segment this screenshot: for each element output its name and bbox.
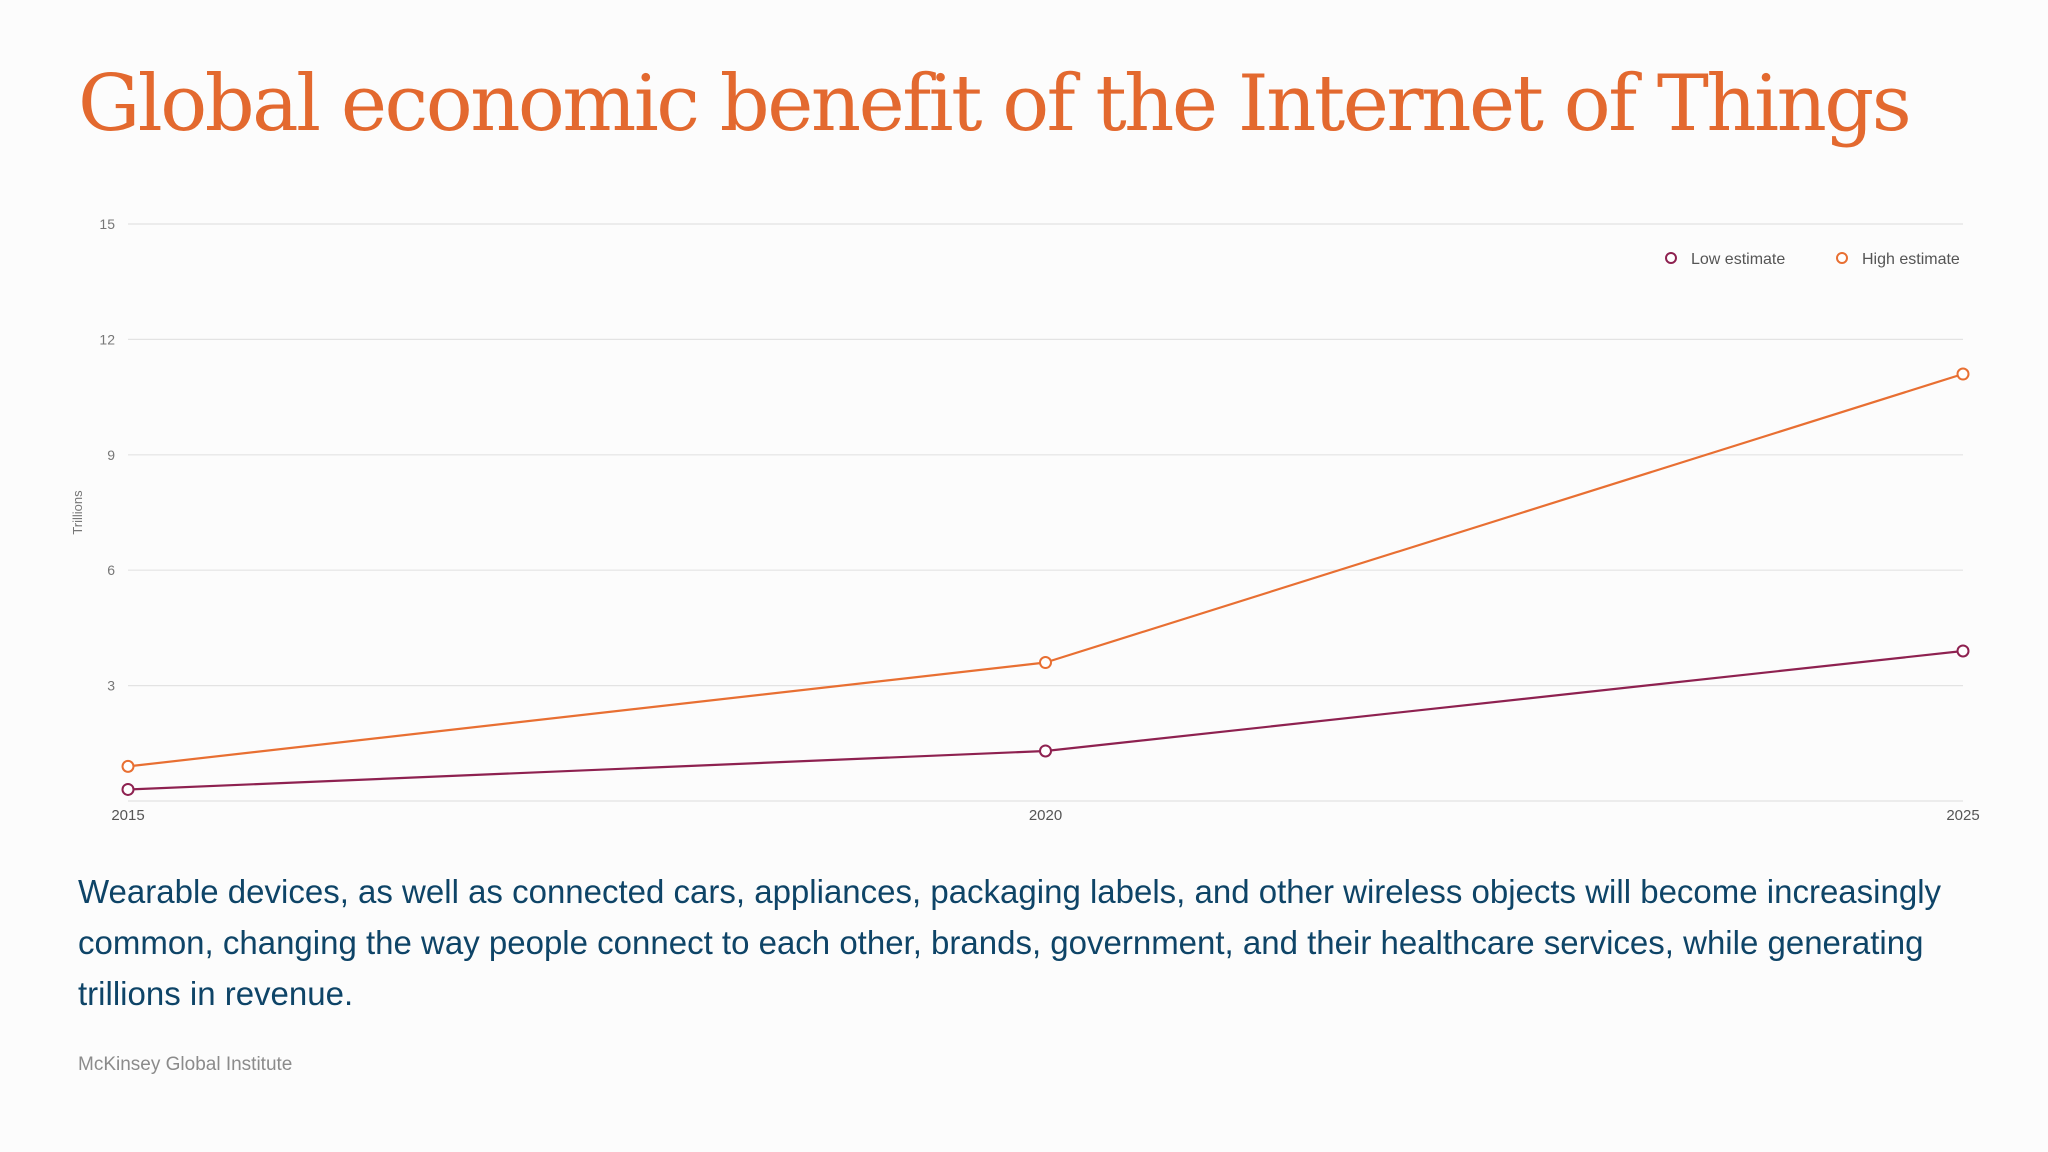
data-point[interactable] — [1039, 744, 1052, 758]
y-axis-label: Trillions — [70, 490, 85, 535]
y-tick-label: 3 — [107, 678, 115, 694]
y-tick-label: 9 — [107, 447, 115, 463]
legend-marker-icon — [1665, 252, 1677, 264]
legend-item-0[interactable]: Low estimate — [1665, 251, 1785, 268]
data-point[interactable] — [1956, 367, 1970, 381]
source-credit: McKinsey Global Institute — [78, 1054, 293, 1075]
chart-title: Global economic benefit of the Internet … — [78, 59, 1912, 149]
legend-item-1[interactable]: High estimate — [1836, 251, 1960, 268]
axes: Trillions 3 6 9 12 15 2015 2020 2025 — [70, 216, 1980, 824]
x-tick-label: 2020 — [1029, 807, 1062, 824]
data-point[interactable] — [1039, 656, 1052, 670]
series-line-0 — [127, 649, 1964, 791]
y-tick-label: 15 — [99, 216, 115, 232]
legend-marker-icon — [1836, 252, 1848, 264]
y-tick-label: 12 — [99, 331, 115, 347]
legend-label: High estimate — [1862, 251, 1960, 268]
x-tick-label: 2025 — [1946, 807, 1979, 824]
data-point[interactable] — [1956, 644, 1970, 658]
chart-description: Wearable devices, as well as connected c… — [78, 873, 1942, 1012]
data-point[interactable] — [121, 759, 135, 773]
gridlines — [128, 223, 1963, 802]
x-tick-label: 2015 — [111, 807, 144, 824]
series — [121, 367, 1970, 796]
data-point[interactable] — [121, 782, 135, 796]
legend[interactable]: Low estimate High estimate — [1665, 251, 1960, 268]
legend-label: Low estimate — [1691, 251, 1785, 268]
y-tick-label: 6 — [107, 562, 115, 578]
